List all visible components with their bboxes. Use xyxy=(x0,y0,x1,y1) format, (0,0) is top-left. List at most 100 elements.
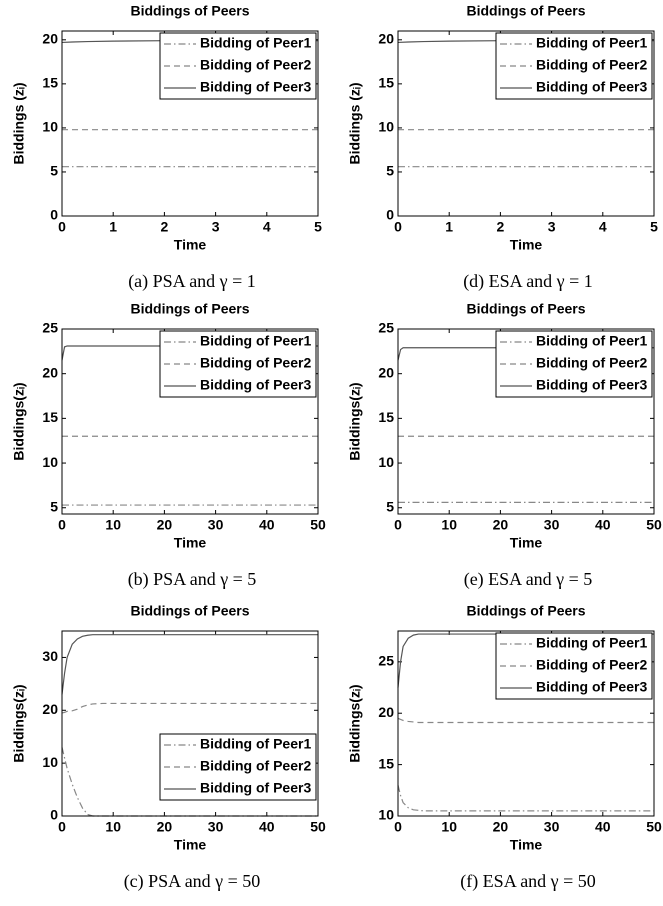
x-tick-label: 2 xyxy=(161,219,169,235)
x-tick-label: 30 xyxy=(544,517,560,533)
plot-frame xyxy=(397,630,655,817)
y-tick-label: 15 xyxy=(42,409,58,425)
x-tick-label: 20 xyxy=(493,517,509,533)
x-tick-label: 0 xyxy=(58,219,66,235)
x-tick-label: 30 xyxy=(544,819,560,835)
y-tick-label: 25 xyxy=(378,320,394,336)
plot-frame xyxy=(397,328,655,515)
legend-label: Bidding of Peer2 xyxy=(536,355,647,371)
y-tick-label: 0 xyxy=(386,207,394,223)
x-tick-label: 0 xyxy=(58,517,66,533)
x-tick-label: 5 xyxy=(314,219,322,235)
legend-label: Bidding of Peer2 xyxy=(200,57,311,73)
legend-label: Bidding of Peer2 xyxy=(200,355,311,371)
y-tick-label: 0 xyxy=(50,207,58,223)
y-tick-label: 20 xyxy=(378,704,394,720)
y-tick-label: 0 xyxy=(50,807,58,823)
y-tick-label: 10 xyxy=(378,454,394,470)
x-tick-label: 0 xyxy=(394,819,402,835)
y-tick-label: 20 xyxy=(378,364,394,380)
x-tick-label: 10 xyxy=(105,517,121,533)
x-tick-label: 3 xyxy=(548,219,556,235)
y-tick-label: 20 xyxy=(42,31,58,47)
legend-label: Bidding of Peer2 xyxy=(536,57,647,73)
x-tick-label: 5 xyxy=(650,219,658,235)
x-tick-label: 1 xyxy=(109,219,117,235)
x-tick-label: 0 xyxy=(394,219,402,235)
x-tick-label: 0 xyxy=(58,819,66,835)
x-tick-label: 20 xyxy=(493,819,509,835)
x-axis-label: Time xyxy=(510,837,543,853)
chart-panel: Biddings of Peers 0 10 20 30 40 50 5 10 15 20 25 Tim… xyxy=(11,301,326,590)
legend-label: Bidding of Peer1 xyxy=(200,35,311,51)
x-tick-label: 4 xyxy=(263,219,271,235)
x-tick-label: 1 xyxy=(445,219,453,235)
legend-label: Bidding of Peer3 xyxy=(536,679,647,695)
x-tick-label: 20 xyxy=(157,517,173,533)
x-tick-label: 50 xyxy=(310,819,326,835)
x-tick-label: 0 xyxy=(394,517,402,533)
y-tick-label: 20 xyxy=(378,31,394,47)
y-tick-label: 10 xyxy=(42,454,58,470)
y-tick-label: 10 xyxy=(378,807,394,823)
chart-title: Biddings of Peers xyxy=(466,301,585,317)
legend-label: Bidding of Peer1 xyxy=(200,736,311,752)
x-axis-label: Time xyxy=(510,237,543,253)
legend-label: Bidding of Peer3 xyxy=(200,79,311,95)
y-tick-label: 15 xyxy=(378,409,394,425)
series-line xyxy=(61,634,318,695)
legend-label: Bidding of Peer2 xyxy=(200,758,311,774)
x-tick-label: 3 xyxy=(212,219,220,235)
y-tick-label: 30 xyxy=(42,648,58,664)
x-tick-label: 10 xyxy=(441,819,457,835)
y-tick-label: 15 xyxy=(378,75,394,91)
y-tick-label: 20 xyxy=(42,364,58,380)
series-line xyxy=(397,785,654,812)
plot-frame xyxy=(397,30,655,217)
y-tick-label: 20 xyxy=(42,701,58,717)
x-tick-label: 40 xyxy=(259,819,275,835)
y-axis-label: Biddings(zᵢ) xyxy=(347,382,363,460)
caption: (e) ESA and γ = 5 xyxy=(464,569,593,590)
x-tick-label: 30 xyxy=(208,819,224,835)
caption: (c) PSA and γ = 50 xyxy=(124,871,261,892)
chart-panel: Biddings of Peers 0 1 2 3 4 5 0 5 10 15 20 Time Biddi… xyxy=(347,3,658,292)
x-axis-label: Time xyxy=(174,837,207,853)
chart-title: Biddings of Peers xyxy=(130,3,249,19)
x-tick-label: 40 xyxy=(259,517,275,533)
series-line xyxy=(397,717,654,724)
plot-frame xyxy=(61,630,319,817)
x-tick-label: 2 xyxy=(497,219,505,235)
x-tick-label: 10 xyxy=(441,517,457,533)
chart-title: Biddings of Peers xyxy=(130,603,249,619)
legend-label: Bidding of Peer1 xyxy=(200,333,311,349)
y-tick-label: 25 xyxy=(42,320,58,336)
legend-label: Bidding of Peer1 xyxy=(536,35,647,51)
x-axis-label: Time xyxy=(174,535,207,551)
y-axis-label: Biddings (zᵢ) xyxy=(347,82,363,164)
legend-label: Bidding of Peer3 xyxy=(200,377,311,393)
x-tick-label: 50 xyxy=(310,517,326,533)
x-tick-label: 40 xyxy=(595,517,611,533)
legend-label: Bidding of Peer2 xyxy=(536,657,647,673)
plot-frame xyxy=(61,328,319,515)
chart-panel: Biddings of Peers 0 1 2 3 4 5 0 5 10 15 20 Time Biddi… xyxy=(11,3,322,292)
y-tick-label: 5 xyxy=(50,498,58,514)
chart-title: Biddings of Peers xyxy=(466,3,585,19)
x-tick-label: 40 xyxy=(595,819,611,835)
y-tick-label: 10 xyxy=(42,119,58,135)
y-tick-label: 10 xyxy=(42,754,58,770)
x-tick-label: 30 xyxy=(208,517,224,533)
x-tick-label: 50 xyxy=(646,517,662,533)
caption: (f) ESA and γ = 50 xyxy=(460,871,596,892)
y-tick-label: 5 xyxy=(50,163,58,179)
chart-title: Biddings of Peers xyxy=(466,603,585,619)
x-axis-label: Time xyxy=(174,237,207,253)
chart-panel: Biddings of Peers 0 10 20 30 40 50 5 10 15 20 25 Tim… xyxy=(347,301,662,590)
x-tick-label: 10 xyxy=(105,819,121,835)
legend-label: Bidding of Peer1 xyxy=(536,333,647,349)
legend-label: Bidding of Peer3 xyxy=(536,79,647,95)
x-axis-label: Time xyxy=(510,535,543,551)
